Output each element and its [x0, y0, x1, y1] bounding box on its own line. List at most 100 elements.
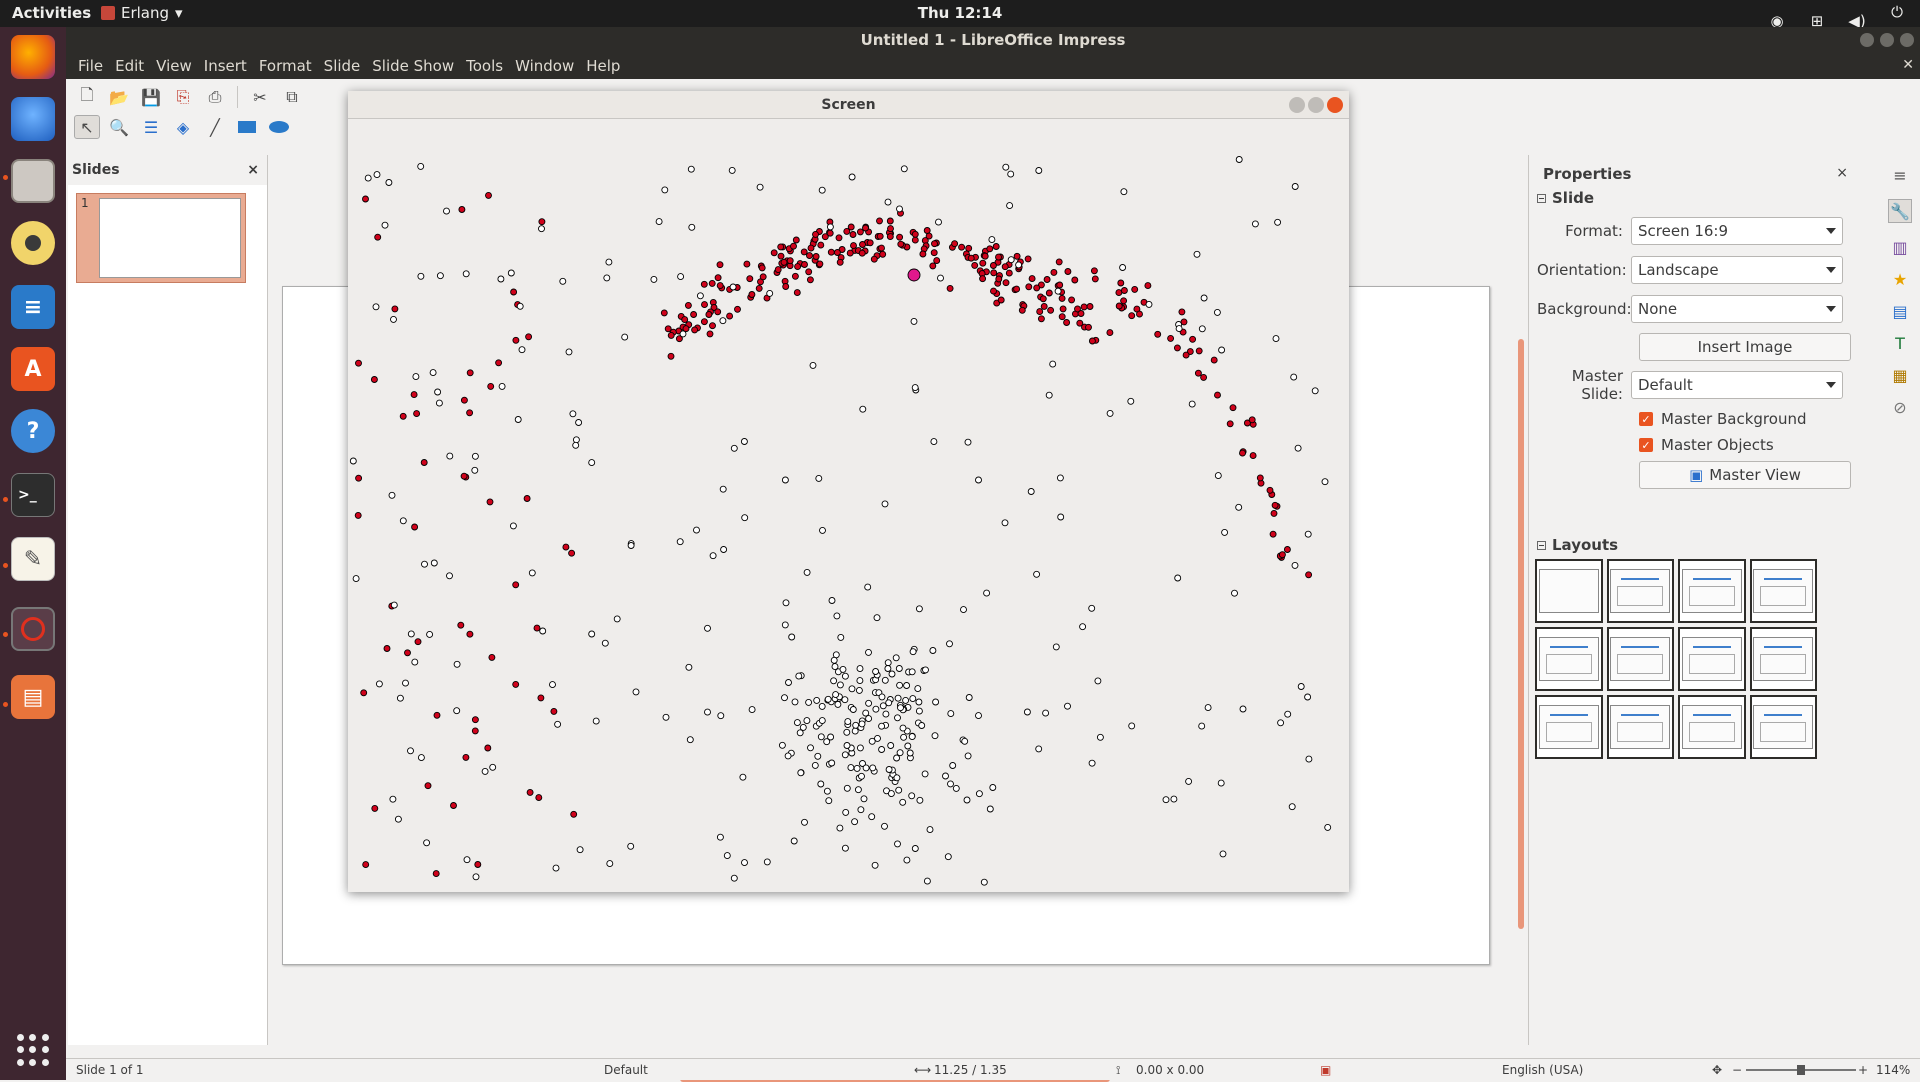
vertical-scrollbar[interactable] — [1518, 339, 1524, 929]
files-icon[interactable] — [11, 159, 55, 203]
menu-slide[interactable]: Slide — [323, 57, 361, 75]
properties-close-icon[interactable]: × — [1836, 165, 1848, 181]
navigator-icon[interactable]: ⊘ — [1893, 397, 1907, 417]
window-titlebar[interactable]: Untitled 1 - LibreOffice Impress — [66, 27, 1920, 53]
minimize-icon[interactable] — [1289, 97, 1305, 113]
maximize-icon[interactable] — [1880, 33, 1894, 47]
red-particle — [570, 810, 578, 818]
maximize-icon[interactable] — [1308, 97, 1324, 113]
help-icon[interactable]: ? — [11, 409, 55, 453]
software-center-icon[interactable]: A — [11, 347, 55, 391]
menu-insert[interactable]: Insert — [203, 57, 247, 75]
terminal-icon[interactable]: >_ — [11, 473, 55, 517]
slides-pane-close-icon[interactable]: × — [247, 162, 259, 178]
fill-color-icon[interactable]: ◈ — [176, 117, 190, 137]
slide-transition-icon[interactable]: ▥ — [1892, 237, 1908, 257]
format-dropdown[interactable]: Screen 16:9 — [1631, 217, 1843, 245]
zoom-out-icon[interactable]: − — [1732, 1063, 1743, 1077]
select-arrow-icon[interactable]: ↖ — [74, 115, 100, 139]
app-menu[interactable]: Erlang ▾ — [101, 4, 183, 22]
print-icon[interactable]: ⎙ — [208, 87, 222, 106]
cut-icon[interactable]: ✂ — [253, 87, 267, 107]
insert-image-button[interactable]: Insert Image — [1639, 333, 1851, 361]
master-objects-checkbox[interactable]: ✓ Master Objects — [1639, 436, 1774, 454]
line-color-icon[interactable]: ☰ — [143, 117, 159, 137]
layout-option[interactable] — [1678, 695, 1746, 759]
layout-option[interactable] — [1678, 559, 1746, 623]
close-icon[interactable] — [1327, 97, 1343, 113]
red-particle — [710, 304, 718, 311]
screen-window[interactable]: Screen — [348, 91, 1349, 892]
erlang-observer-icon[interactable] — [11, 607, 55, 651]
zoom-in-icon[interactable]: + — [1858, 1063, 1869, 1077]
slide-section-header[interactable]: Slide — [1537, 189, 1594, 207]
layout-option[interactable] — [1535, 559, 1603, 623]
network-icon[interactable]: ⊞ — [1810, 12, 1824, 30]
zoom-icon[interactable]: 🔍 — [109, 117, 129, 137]
sidebar-menu-icon[interactable]: ≡ — [1893, 165, 1907, 185]
layout-option[interactable] — [1678, 627, 1746, 691]
menu-edit[interactable]: Edit — [115, 57, 145, 75]
layouts-section-header[interactable]: Layouts — [1537, 536, 1618, 554]
close-icon[interactable] — [1900, 33, 1914, 47]
fit-slide-icon[interactable]: ✥ — [1712, 1063, 1723, 1077]
copy-icon[interactable]: ⧉ — [286, 87, 298, 106]
eye-indicator-icon[interactable]: ◉ — [1770, 12, 1784, 30]
menu-help[interactable]: Help — [586, 57, 621, 75]
red-particle — [1136, 310, 1143, 318]
activities-button[interactable]: Activities — [12, 4, 92, 22]
text-editor-icon[interactable]: ✎ — [11, 537, 55, 581]
close-document-icon[interactable]: ✕ — [1902, 57, 1914, 73]
language[interactable]: English (USA) — [1502, 1063, 1584, 1077]
background-dropdown[interactable]: None — [1631, 295, 1843, 323]
animation-star-icon[interactable]: ★ — [1892, 269, 1908, 289]
gallery-icon[interactable]: ▦ — [1892, 365, 1908, 385]
writer-icon[interactable]: ≡ — [11, 285, 55, 329]
slide-thumbnail[interactable] — [99, 198, 241, 278]
layout-title-line — [1764, 646, 1803, 648]
layout-option[interactable] — [1606, 695, 1674, 759]
zoom-level[interactable]: 114% — [1876, 1063, 1911, 1077]
firefox-icon[interactable] — [11, 35, 55, 79]
master-view-button[interactable]: ▣ Master View — [1639, 461, 1851, 489]
impress-icon[interactable]: ▤ — [11, 675, 55, 719]
open-icon[interactable]: 📂 — [109, 87, 129, 107]
layout-option[interactable] — [1535, 627, 1603, 691]
show-applications-icon[interactable] — [17, 1034, 49, 1066]
orientation-dropdown[interactable]: Landscape — [1631, 256, 1843, 284]
layout-option[interactable] — [1606, 559, 1674, 623]
layout-option[interactable] — [1749, 695, 1817, 759]
layout-option[interactable] — [1535, 695, 1603, 759]
thunderbird-icon[interactable] — [11, 97, 55, 141]
document-modified-icon[interactable]: ▣ — [1320, 1063, 1332, 1077]
volume-icon[interactable]: ◀) — [1848, 12, 1866, 30]
new-document-icon[interactable]: 🗋 — [80, 84, 94, 104]
export-pdf-icon[interactable]: ⎘ — [176, 87, 190, 106]
properties-wrench-icon[interactable]: 🔧 — [1888, 199, 1912, 223]
ellipse-tool-icon[interactable] — [266, 115, 292, 139]
menu-view[interactable]: View — [156, 57, 192, 75]
slide-thumbnail-selection[interactable]: 1 — [76, 193, 246, 283]
layout-option[interactable] — [1749, 559, 1817, 623]
minimize-icon[interactable] — [1860, 33, 1874, 47]
save-icon[interactable]: 💾 — [141, 87, 161, 107]
menu-window[interactable]: Window — [515, 57, 575, 75]
menu-tools[interactable]: Tools — [466, 57, 504, 75]
zoom-slider-handle[interactable] — [1797, 1065, 1805, 1075]
screen-window-titlebar[interactable]: Screen — [348, 91, 1349, 119]
master-background-checkbox[interactable]: ✓ Master Background — [1639, 410, 1806, 428]
master-slides-icon[interactable]: ▤ — [1892, 301, 1908, 321]
rhythmbox-icon[interactable] — [11, 221, 55, 265]
white-particle — [895, 665, 903, 672]
layout-option[interactable] — [1749, 627, 1817, 691]
screen-canvas[interactable] — [348, 120, 1349, 892]
master-slide-dropdown[interactable]: Default — [1631, 371, 1843, 399]
line-tool-icon[interactable]: ╱ — [210, 117, 220, 137]
menu-slide-show[interactable]: Slide Show — [372, 57, 455, 75]
layout-option[interactable] — [1606, 627, 1674, 691]
clock[interactable]: Thu 12:14 — [917, 4, 1003, 22]
styles-icon[interactable]: T — [1895, 333, 1905, 353]
menu-format[interactable]: Format — [258, 57, 312, 75]
rectangle-tool-icon[interactable] — [234, 115, 260, 139]
menu-file[interactable]: File — [78, 57, 104, 75]
